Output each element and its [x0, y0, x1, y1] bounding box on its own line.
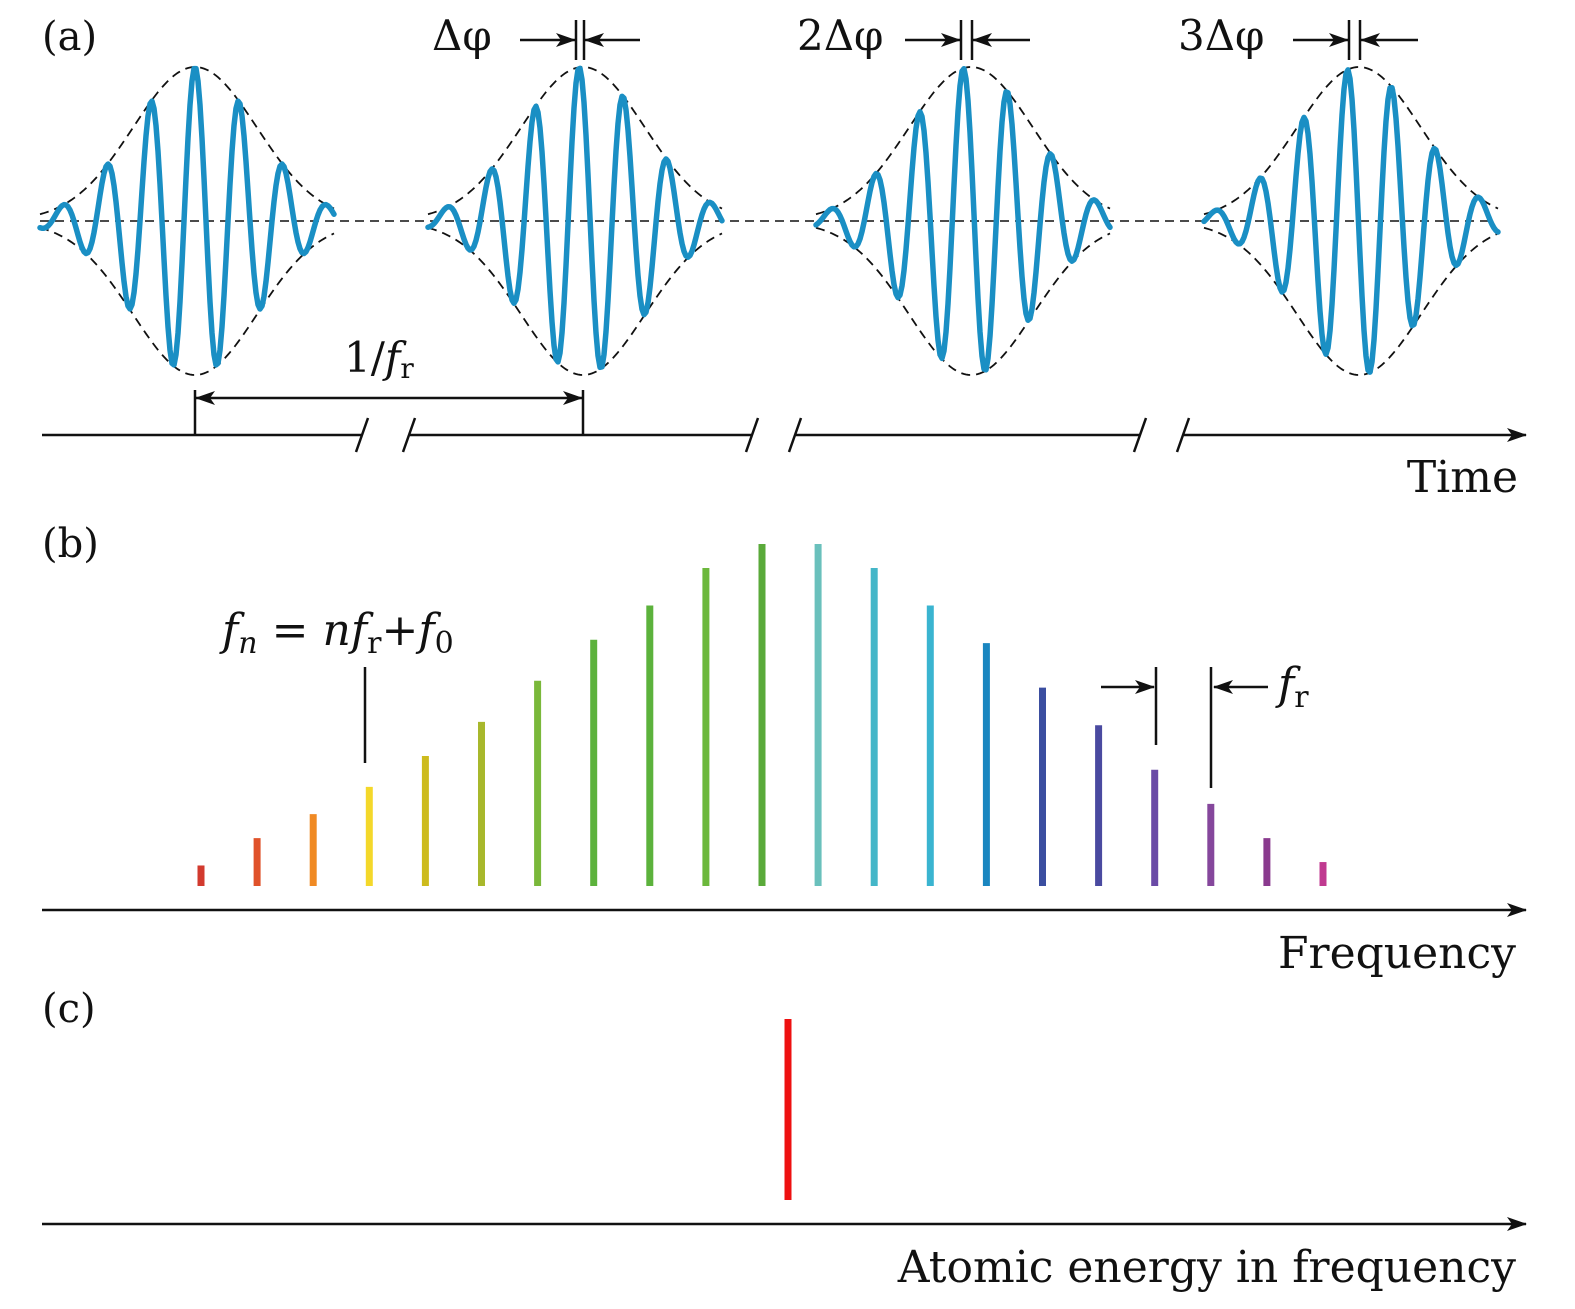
formula-n: n: [323, 605, 351, 656]
pulse-envelope-lower: [1203, 226, 1499, 376]
spacing-annotation: [1101, 667, 1268, 788]
comb-formula: fn = nfr+f0: [219, 605, 454, 661]
pulse-waveform-2: [425, 65, 725, 371]
formula-plus: +: [381, 605, 418, 656]
pulse-envelope-lower: [39, 226, 335, 376]
phase-annotation-3: 3Δφ: [1178, 11, 1418, 60]
phase-label-3: 3Δφ: [1178, 11, 1264, 60]
time-axis: [42, 417, 1527, 453]
time-axis-label: Time: [1407, 452, 1518, 503]
atomic-axis-label: Atomic energy in frequency: [897, 1242, 1516, 1293]
phase-annotation-1: Δφ: [432, 11, 640, 60]
frequency-comb-lines: [197, 544, 1327, 886]
pulse-envelope-upper: [1203, 66, 1499, 216]
pulse-envelope-upper: [815, 66, 1111, 216]
phase-annotation-2: 2Δφ: [797, 11, 1030, 60]
pulse-waveform-1: [37, 65, 337, 368]
spacing-label: fr: [1275, 659, 1309, 715]
pulse-train: [37, 65, 1501, 376]
formula-f0-sub: 0: [435, 626, 454, 661]
panel-c-label: (c): [42, 986, 96, 1032]
formula-fr-sub: r: [367, 626, 382, 661]
panel-a-label: (a): [42, 14, 97, 60]
period-label-sub: r: [400, 352, 414, 385]
pulse-envelope-upper: [427, 66, 723, 216]
pulse-envelope-upper: [39, 66, 335, 216]
panel-b-label: (b): [42, 521, 99, 567]
axis-break-mark: [354, 417, 370, 453]
axis-break-mark: [1132, 417, 1148, 453]
pulse-envelope-lower: [815, 226, 1111, 376]
formula-eq: =: [272, 605, 309, 656]
axis-break-mark: [744, 417, 760, 453]
period-annotation: [193, 390, 585, 435]
phase-label-2: 2Δφ: [797, 11, 883, 60]
period-label-num: 1/: [344, 333, 386, 382]
spacing-label-sub: r: [1294, 680, 1309, 715]
pulse-envelope-lower: [427, 226, 723, 376]
phase-label-1: Δφ: [432, 11, 492, 60]
formula-lhs-sub: n: [238, 626, 257, 661]
pulse-waveform-4: [1201, 67, 1501, 375]
frequency-axis-label: Frequency: [1278, 928, 1516, 979]
period-label: 1/fr: [344, 333, 414, 385]
pulse-waveform-3: [813, 66, 1113, 373]
